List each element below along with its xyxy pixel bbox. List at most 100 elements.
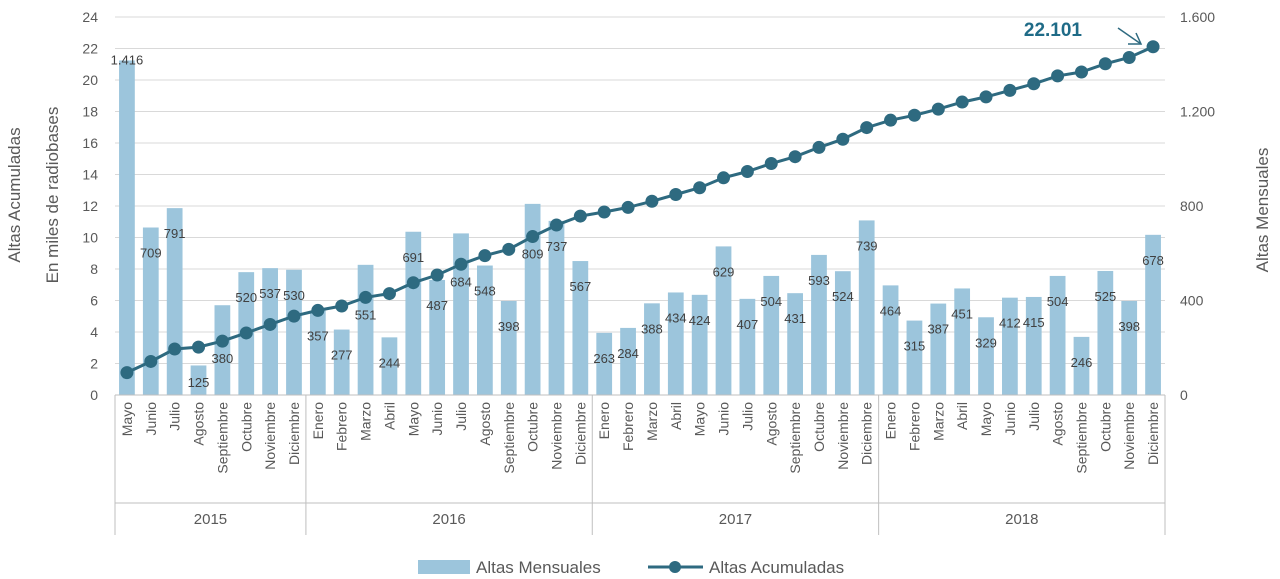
bar-value-label: 504: [760, 294, 782, 309]
y-right-tick-label: 400: [1180, 293, 1204, 309]
x-tick-label: Agosto: [1050, 402, 1066, 446]
x-tick-label: Diciembre: [859, 402, 875, 465]
bar: [858, 220, 875, 395]
bar-value-label: 487: [426, 298, 448, 313]
bar: [763, 275, 780, 395]
bar: [1145, 234, 1161, 395]
x-tick-label: Febrero: [906, 402, 922, 451]
bar-value-label: 434: [665, 310, 687, 325]
line-point: [406, 276, 420, 290]
line-point: [1146, 40, 1160, 54]
legend: Altas Mensuales Altas Acumuladas: [418, 558, 844, 577]
bar: [572, 261, 589, 395]
bar-value-label: 524: [832, 289, 854, 304]
y-left-tick-label: 12: [82, 198, 98, 214]
bar-value-label: 125: [188, 375, 210, 390]
x-tick-label: Junio: [429, 402, 445, 436]
x-tick-label: Septiembre: [787, 402, 803, 474]
bar-value-label: 277: [331, 348, 353, 363]
bar-value-label: 329: [975, 335, 997, 350]
legend-line-label: Altas Acumuladas: [709, 558, 844, 577]
bar: [262, 268, 278, 395]
bar: [477, 265, 493, 395]
x-tick-label: Agosto: [191, 402, 207, 446]
x-tick-label: Mayo: [692, 402, 708, 436]
line-point: [239, 326, 253, 340]
bar-value-label: 246: [1071, 355, 1093, 370]
bar: [333, 329, 350, 395]
bar: [596, 332, 613, 395]
bar-value-label: 567: [569, 279, 591, 294]
line-point: [144, 354, 158, 368]
y-left-tick-label: 0: [90, 387, 98, 403]
bar: [524, 203, 541, 395]
y-left-tick-label: 10: [82, 230, 98, 246]
bar-value-label: 709: [140, 245, 162, 260]
x-tick-label: Julio: [167, 402, 183, 431]
x-tick-label: Abril: [381, 402, 397, 430]
x-tick-label: Junio: [143, 402, 159, 436]
bar: [119, 60, 135, 395]
line-point: [693, 181, 707, 195]
line-point: [263, 317, 277, 331]
x-tick-label: Septiembre: [214, 402, 230, 474]
year-label: 2017: [719, 511, 752, 528]
line-point: [955, 95, 969, 109]
line-point: [215, 334, 229, 348]
bar: [357, 264, 374, 395]
line-point: [884, 113, 898, 127]
y-left-tick-label: 20: [82, 72, 98, 88]
bar-value-label: 791: [164, 226, 186, 241]
x-tick-label: Marzo: [644, 402, 660, 441]
x-tick-label: Julio: [453, 402, 469, 431]
total-callout: 22.101: [1024, 20, 1083, 41]
legend-bar-swatch: [418, 560, 470, 574]
line-series: [120, 40, 1160, 380]
bar: [906, 320, 923, 395]
line-point: [1027, 77, 1041, 91]
x-tick-label: Julio: [739, 402, 755, 431]
x-tick-label: Febrero: [334, 402, 350, 451]
bar: [453, 233, 469, 395]
bar-value-label: 737: [546, 239, 568, 254]
x-tick-label: Mayo: [119, 402, 135, 436]
bar: [644, 303, 660, 395]
bar: [1049, 275, 1066, 395]
bar-value-label: 678: [1142, 253, 1164, 268]
x-tick-label: Abril: [668, 402, 684, 430]
legend-bar-label: Altas Mensuales: [476, 558, 601, 577]
y-right-tick-label: 1.200: [1180, 104, 1215, 120]
line-point: [979, 90, 993, 104]
x-tick-label: Noviembre: [835, 402, 851, 470]
bar-value-label: 530: [283, 288, 305, 303]
x-tick-label: Noviembre: [548, 402, 564, 470]
year-label: 2015: [194, 511, 227, 528]
x-tick-label: Enero: [596, 402, 612, 440]
x-tick-label: Octubre: [238, 402, 254, 452]
bar-value-label: 387: [927, 322, 949, 337]
bar: [548, 220, 565, 395]
x-tick-label: Octubre: [525, 402, 541, 452]
line-point: [788, 150, 802, 164]
line-point: [549, 218, 563, 232]
bar: [715, 246, 732, 395]
line-point: [454, 257, 468, 271]
bar: [954, 288, 971, 395]
y-left-axis-subtitle: En miles de radiobases: [43, 107, 62, 284]
line-point: [168, 342, 182, 356]
x-tick-label: Octubre: [811, 402, 827, 452]
line-point: [836, 132, 850, 146]
line-point: [287, 309, 301, 323]
y-left-tick-label: 4: [90, 324, 98, 340]
y-left-tick-label: 24: [82, 9, 98, 25]
x-tick-label: Agosto: [763, 402, 779, 446]
bar-value-label: 809: [522, 247, 544, 262]
line-point: [359, 290, 373, 304]
bar-value-label: 407: [737, 317, 759, 332]
x-tick-label: Mayo: [978, 402, 994, 436]
bar: [930, 303, 947, 395]
bar-value-label: 684: [450, 274, 472, 289]
